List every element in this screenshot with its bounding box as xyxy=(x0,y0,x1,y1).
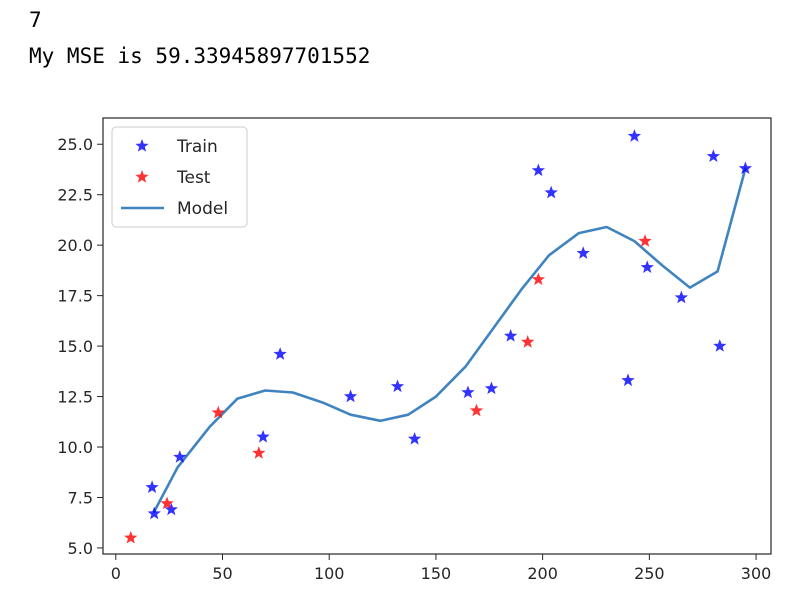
y-tick-label: 15.0 xyxy=(57,337,93,356)
train-point xyxy=(544,185,558,199)
legend-label-test: Test xyxy=(176,168,211,188)
x-tick-label: 50 xyxy=(212,564,232,583)
test-point xyxy=(160,496,174,510)
test-point xyxy=(469,403,484,417)
y-tick-label: 7.5 xyxy=(68,488,93,507)
test-point xyxy=(211,405,225,419)
y-tick-label: 5.0 xyxy=(68,539,93,558)
train-point xyxy=(706,149,721,163)
y-tick-label: 25.0 xyxy=(57,135,93,154)
legend-test-marker xyxy=(135,170,149,183)
legend-box xyxy=(111,126,248,228)
data-layer xyxy=(124,129,753,544)
test-point xyxy=(521,335,535,348)
axes-layer: 0 50 100 150 200 250 300 5.0 7.5 10.0 12.5 15.0 17.5… xyxy=(57,135,771,583)
x-tick-label: 250 xyxy=(634,564,665,583)
train-point xyxy=(173,450,187,463)
train-point xyxy=(713,339,727,352)
train-point xyxy=(461,385,475,399)
output-line-1: 7 xyxy=(29,8,42,32)
legend-train-marker xyxy=(135,139,149,152)
train-point xyxy=(503,329,518,342)
test-point xyxy=(252,446,266,459)
y-tick-label: 12.5 xyxy=(57,388,93,407)
train-point xyxy=(674,290,689,304)
train-point xyxy=(576,246,590,259)
train-point xyxy=(407,431,422,445)
y-tick-label: 17.5 xyxy=(57,287,93,306)
train-point xyxy=(256,429,270,443)
train-point xyxy=(273,347,287,360)
legend-label-model: Model xyxy=(177,199,228,219)
train-point xyxy=(621,373,635,387)
x-tick-label: 100 xyxy=(314,564,345,583)
train-point xyxy=(343,389,358,403)
test-point xyxy=(638,234,652,247)
x-tick-label: 150 xyxy=(421,564,452,583)
output-line-2: My MSE is 59.33945897701552 xyxy=(29,44,371,68)
legend-label-train: Train xyxy=(176,137,218,157)
model-line xyxy=(152,167,747,513)
train-point xyxy=(145,480,159,494)
train-point xyxy=(164,502,178,516)
test-point xyxy=(124,530,138,544)
train-point xyxy=(484,381,499,395)
legend: Train Test Model xyxy=(111,126,248,228)
train-point xyxy=(390,379,405,393)
y-tick-label: 20.0 xyxy=(57,236,93,255)
x-tick-label: 200 xyxy=(527,564,558,583)
y-tick-label: 10.0 xyxy=(57,438,93,457)
train-point xyxy=(531,163,546,177)
test-point xyxy=(531,272,546,286)
train-point xyxy=(147,506,161,520)
y-tick-label: 22.5 xyxy=(57,186,93,205)
legend-marks xyxy=(121,139,164,210)
x-tick-label: 0 xyxy=(111,564,121,583)
train-point xyxy=(738,161,753,175)
train-point xyxy=(627,129,642,142)
x-tick-label: 300 xyxy=(741,564,772,583)
train-point xyxy=(640,260,654,274)
